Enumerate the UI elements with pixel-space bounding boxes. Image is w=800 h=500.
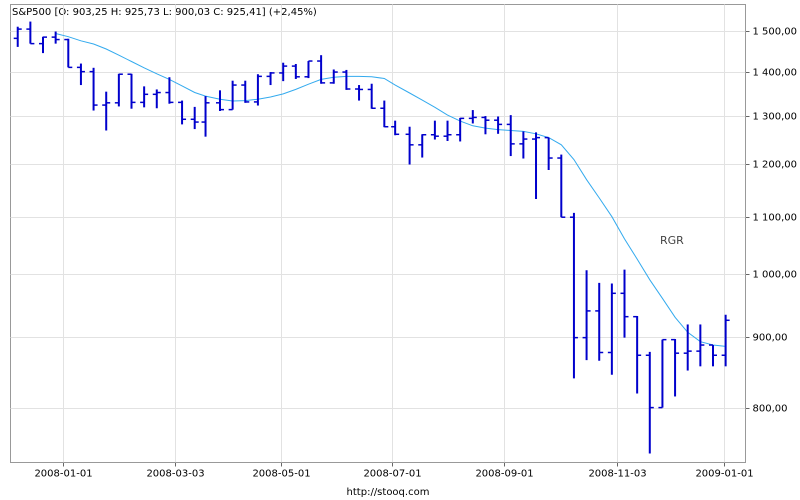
y-tick-label: 1 200,00 [753,160,798,171]
y-tick-label: 1 500,00 [753,27,798,38]
source: http://stooq.com [347,487,430,498]
y-tick-label: 900,00 [753,333,788,344]
x-tick-label: 2008-01-01 [34,469,92,480]
moving-average-line [55,33,726,347]
x-tick-label: 2008-05-01 [252,469,310,480]
y-tick-label: 1 400,00 [753,68,798,79]
y-tick-label: 1 000,00 [753,270,798,281]
x-tick-label: 2009-01-01 [695,469,753,480]
x-tick-label: 2008-11-03 [588,469,646,480]
annotation: RGR [660,234,684,247]
plot-area [10,4,746,463]
x-tick-label: 2008-09-01 [475,469,533,480]
y-tick-label: 1 300,00 [753,112,798,123]
x-tick-label: 2008-07-01 [363,469,421,480]
chart-title: S&P500 [O: 903,25 H: 925,73 L: 900,03 C:… [12,7,317,18]
x-tick-label: 2008-03-03 [146,469,204,480]
y-tick-label: 800,00 [753,404,788,415]
y-tick-label: 1 100,00 [753,213,798,224]
